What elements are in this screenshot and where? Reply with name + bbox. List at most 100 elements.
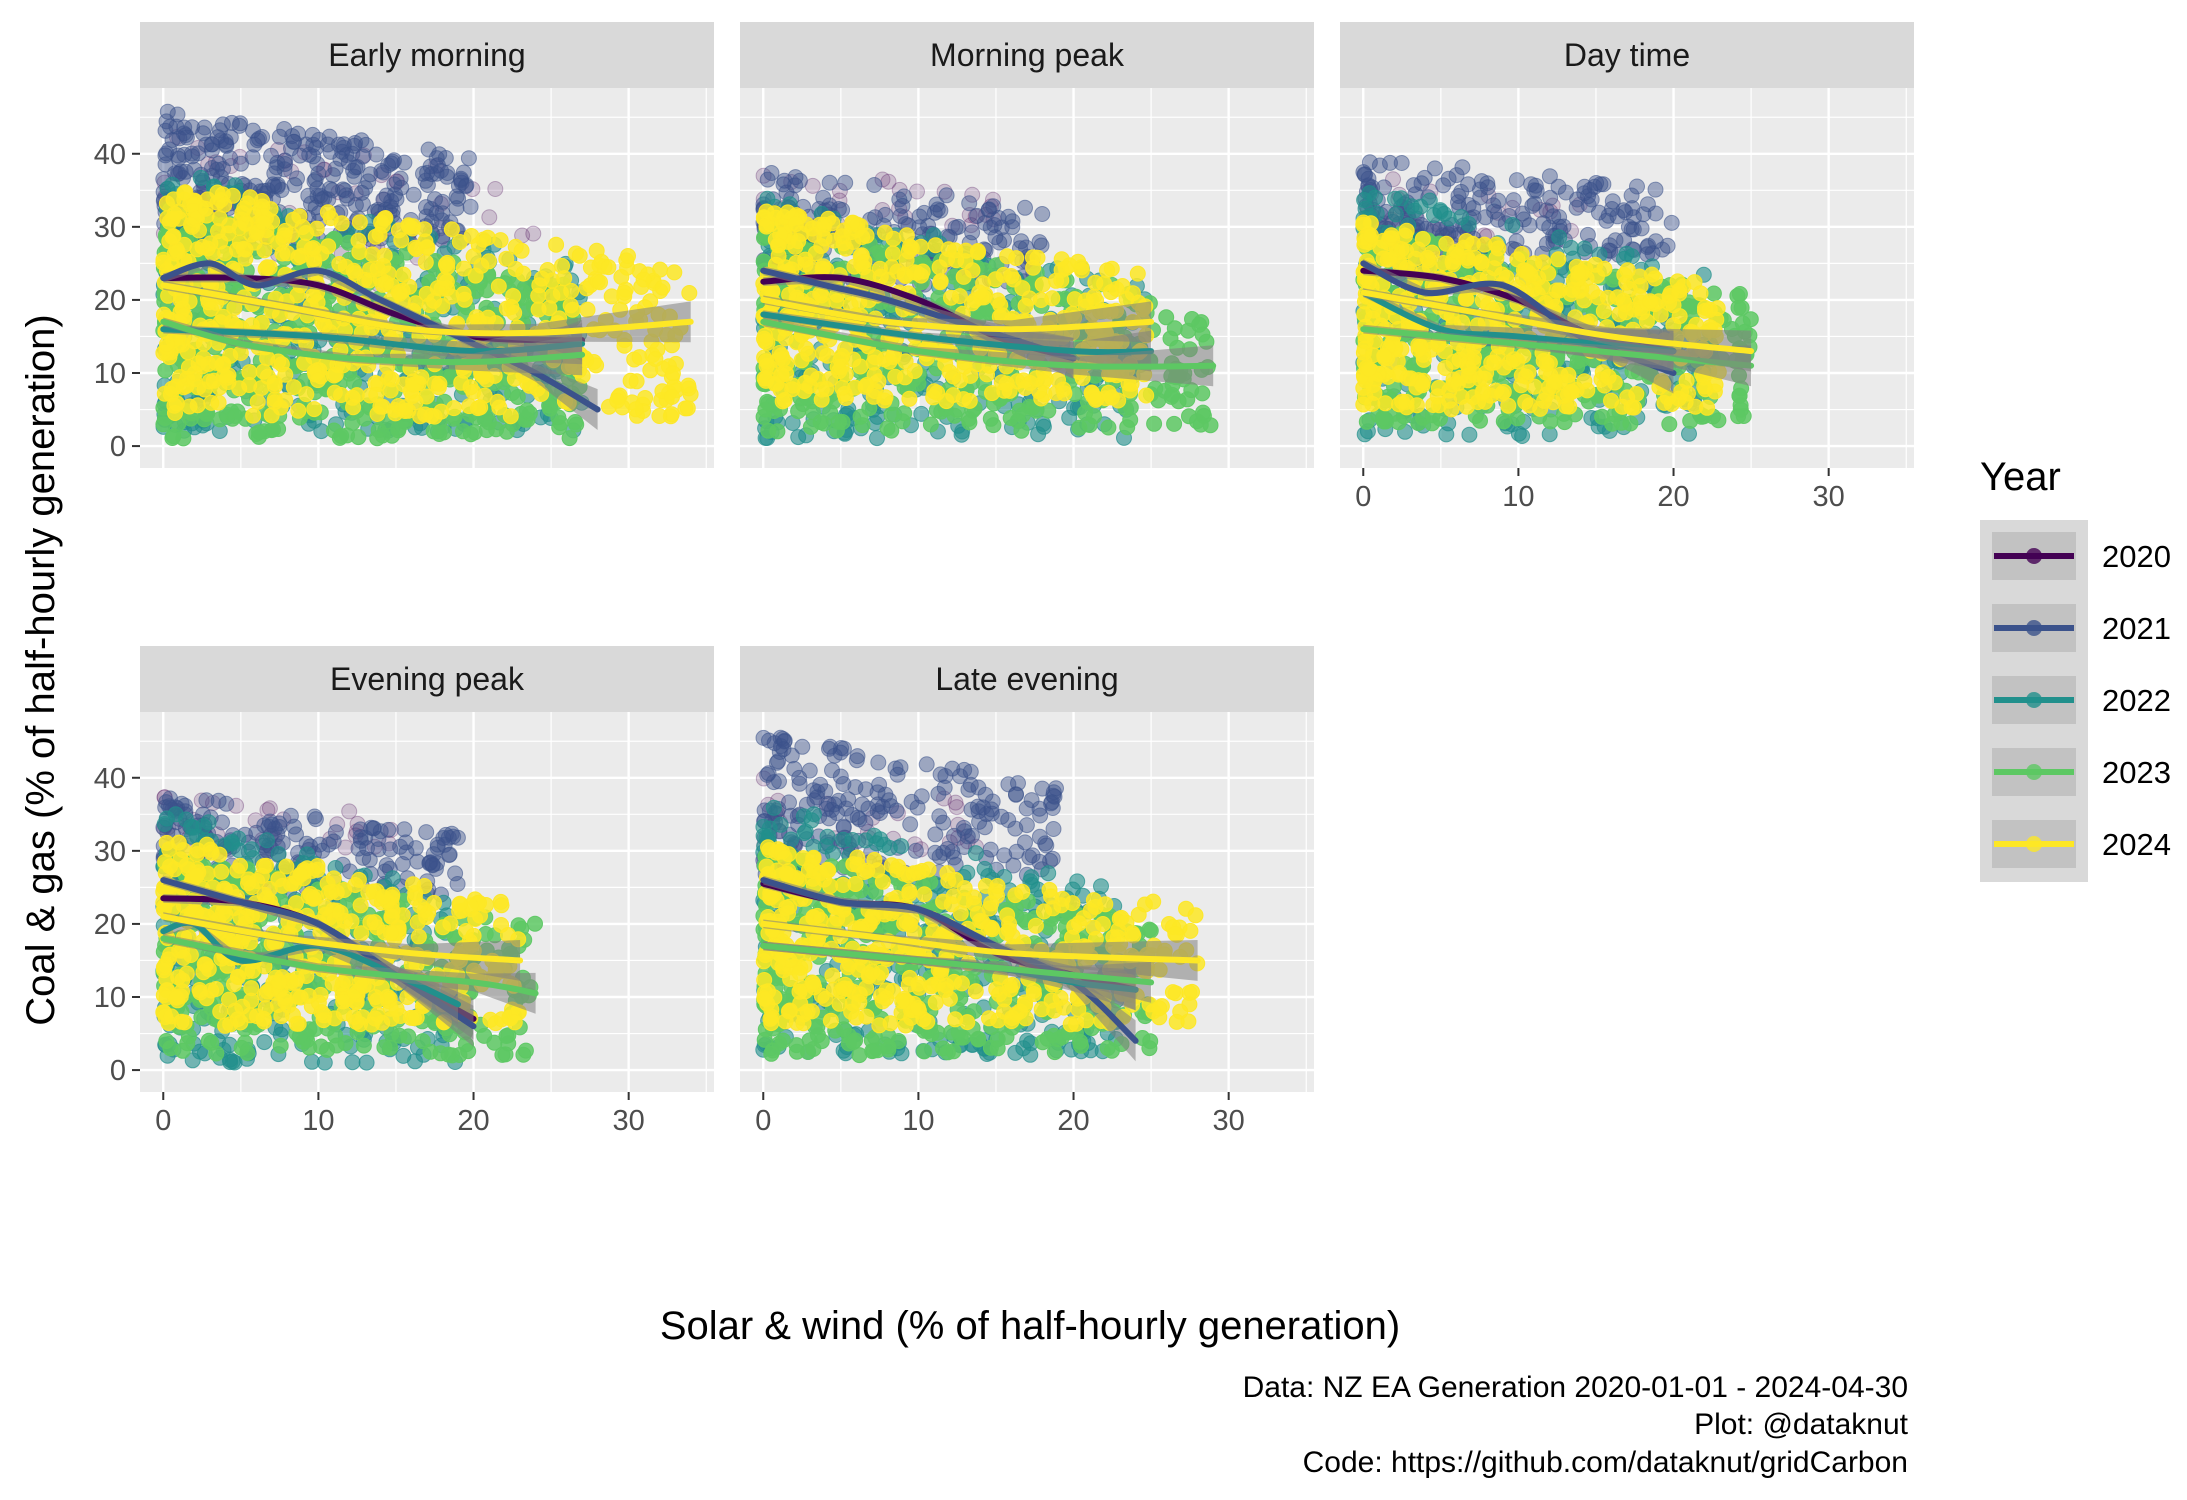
data-point xyxy=(1393,155,1410,171)
data-point xyxy=(858,377,875,393)
data-point xyxy=(169,243,186,260)
data-point xyxy=(852,358,869,375)
plot-area xyxy=(1355,154,1759,444)
data-point xyxy=(821,174,838,191)
data-point xyxy=(438,256,454,273)
data-point xyxy=(1556,414,1573,431)
data-point xyxy=(290,402,307,419)
data-point xyxy=(488,421,505,438)
data-point xyxy=(1194,326,1211,343)
data-point xyxy=(180,359,197,376)
data-point xyxy=(276,121,293,137)
data-point xyxy=(384,427,400,444)
data-point xyxy=(1472,412,1488,429)
data-point xyxy=(985,191,1001,208)
data-point xyxy=(866,177,883,193)
data-point xyxy=(588,357,605,374)
data-point xyxy=(360,173,377,190)
data-point xyxy=(793,352,810,369)
data-point xyxy=(1647,233,1664,250)
data-point xyxy=(985,417,1002,434)
data-point xyxy=(307,811,324,828)
plot-area xyxy=(155,103,699,447)
data-point xyxy=(1477,209,1494,226)
data-point xyxy=(480,253,497,270)
data-point xyxy=(1061,409,1078,426)
data-point xyxy=(1523,176,1540,193)
data-point xyxy=(1421,258,1438,275)
data-point xyxy=(1448,167,1465,184)
data-point xyxy=(309,180,326,197)
data-point xyxy=(1445,353,1462,370)
trend-line-2024 xyxy=(160,282,694,337)
data-point xyxy=(1601,237,1618,254)
data-point xyxy=(453,374,470,391)
x-tick-label: 30 xyxy=(1813,481,1845,513)
data-point xyxy=(664,388,680,405)
data-point xyxy=(1070,253,1087,270)
data-point xyxy=(333,387,350,403)
data-point xyxy=(651,408,668,424)
data-point xyxy=(324,182,341,199)
data-point xyxy=(227,408,243,424)
data-point xyxy=(1562,286,1579,302)
data-point xyxy=(787,169,804,186)
data-point xyxy=(1604,193,1621,210)
data-point xyxy=(277,222,294,239)
data-point xyxy=(355,849,372,866)
data-point xyxy=(1357,333,1374,350)
data-point xyxy=(541,300,558,317)
data-point xyxy=(932,274,949,291)
data-point xyxy=(157,156,174,173)
data-point xyxy=(354,196,371,212)
data-point xyxy=(769,423,786,440)
data-point xyxy=(460,150,477,167)
data-point xyxy=(1595,303,1612,320)
data-point xyxy=(1570,264,1587,281)
data-point xyxy=(1382,154,1398,171)
data-point xyxy=(1731,387,1748,404)
data-point xyxy=(1476,236,1493,253)
data-point xyxy=(1414,231,1431,247)
data-point xyxy=(216,196,233,213)
data-point xyxy=(320,836,337,853)
data-point xyxy=(879,420,896,437)
data-point xyxy=(324,167,341,184)
data-point xyxy=(1436,205,1453,222)
data-point xyxy=(266,165,283,182)
data-point xyxy=(326,367,342,384)
data-point xyxy=(964,295,980,312)
data-point xyxy=(396,821,413,838)
trend-line-2022 xyxy=(760,311,1155,356)
data-point xyxy=(1680,385,1696,402)
data-point xyxy=(1616,266,1633,283)
data-point xyxy=(344,145,361,162)
facet-strip xyxy=(140,22,714,88)
data-point xyxy=(289,170,305,187)
data-point xyxy=(228,797,245,814)
data-point xyxy=(896,188,912,205)
data-point xyxy=(208,354,225,371)
data-point xyxy=(1546,373,1563,390)
data-point xyxy=(1013,233,1030,250)
data-point xyxy=(666,264,683,281)
data-point xyxy=(664,365,681,382)
data-point xyxy=(1526,195,1543,212)
data-point xyxy=(767,375,783,392)
data-point xyxy=(298,225,315,241)
data-point xyxy=(422,854,439,871)
y-tick-label: 10 xyxy=(94,358,126,390)
data-point xyxy=(1532,201,1549,218)
data-point xyxy=(1671,308,1688,325)
data-point xyxy=(1485,197,1502,214)
data-point xyxy=(332,150,349,167)
y-tick-label: 0 xyxy=(110,431,126,463)
data-point xyxy=(1017,199,1033,216)
data-point xyxy=(1594,364,1611,381)
data-point xyxy=(1505,192,1522,209)
data-point xyxy=(176,184,193,201)
data-point xyxy=(964,224,981,241)
data-point xyxy=(1371,157,1388,174)
